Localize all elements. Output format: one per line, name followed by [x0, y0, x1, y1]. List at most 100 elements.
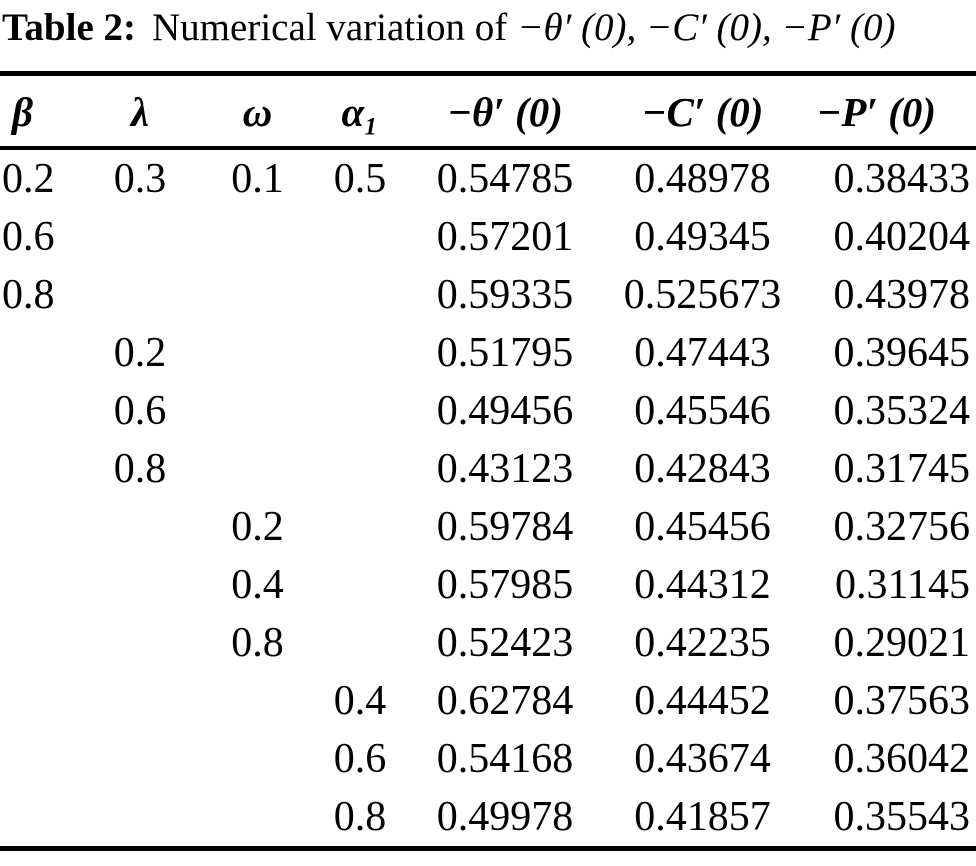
table-caption: Table 2: Numerical variation of −θ′ (0), −… — [0, 0, 976, 51]
cell-c-prime: 0.42235 — [634, 619, 771, 666]
cell-p-prime: 0.29021 — [833, 619, 971, 666]
cell-lambda — [70, 556, 210, 614]
cell-beta — [0, 498, 70, 556]
cell-lambda: 0.2 — [113, 329, 167, 376]
cell-omega — [210, 730, 305, 788]
cell-p-prime: 0.32756 — [833, 503, 971, 550]
col-header-c-prime: −C′ (0) — [595, 73, 810, 150]
table-row: 0.8 0.43123 0.42843 0.31745 — [0, 440, 976, 498]
cell-theta-prime: 0.49456 — [436, 387, 574, 434]
cell-theta-prime: 0.59784 — [436, 503, 574, 550]
cell-beta — [0, 440, 70, 498]
cell-omega — [210, 672, 305, 730]
cell-c-prime: 0.44312 — [634, 561, 771, 608]
table-row: 0.2 0.51795 0.47443 0.39645 — [0, 324, 976, 382]
cell-omega: 0.8 — [231, 619, 284, 666]
cell-omega — [210, 208, 305, 266]
cell-alpha1: 0.6 — [333, 735, 387, 782]
cell-beta — [0, 324, 70, 382]
table-row: 0.2 0.3 0.1 0.5 0.54785 0.48978 0.38433 — [0, 148, 976, 208]
cell-theta-prime: 0.43123 — [436, 445, 574, 492]
cell-lambda: 0.8 — [113, 445, 167, 492]
cell-c-prime: 0.43674 — [634, 735, 771, 782]
cell-c-prime: 0.42843 — [634, 445, 771, 492]
table-row: 0.2 0.59784 0.45456 0.32756 — [0, 498, 976, 556]
cell-omega: 0.1 — [231, 155, 284, 202]
cell-theta-prime: 0.62784 — [436, 677, 574, 724]
cell-lambda: 0.3 — [113, 155, 167, 202]
cell-c-prime: 0.525673 — [623, 271, 782, 318]
table-row: 0.4 0.62784 0.44452 0.37563 — [0, 672, 976, 730]
table-row: 0.6 0.54168 0.43674 0.36042 — [0, 730, 976, 788]
cell-beta: 0.2 — [2, 155, 55, 202]
table-caption-text: Numerical variation of — [152, 6, 508, 49]
cell-theta-prime: 0.57985 — [436, 561, 574, 608]
cell-p-prime: 0.37563 — [833, 677, 971, 724]
col-header-omega: ω — [210, 73, 305, 150]
col-header-alpha1: α₁ — [305, 73, 415, 150]
cell-beta — [0, 730, 70, 788]
results-table: β λ ω α₁ −θ′ (0) −C′ (0) −P′ (0) 0.2 0.3… — [0, 70, 976, 851]
table-caption-label: Table 2: — [2, 6, 137, 49]
cell-c-prime: 0.48978 — [634, 155, 771, 202]
cell-omega — [210, 788, 305, 849]
cell-beta — [0, 556, 70, 614]
cell-c-prime: 0.45456 — [634, 503, 771, 550]
cell-p-prime: 0.36042 — [833, 735, 971, 782]
cell-theta-prime: 0.49978 — [436, 793, 574, 840]
cell-p-prime: 0.39645 — [833, 329, 971, 376]
header-row: β λ ω α₁ −θ′ (0) −C′ (0) −P′ (0) — [0, 73, 976, 150]
table-row: 0.6 0.57201 0.49345 0.40204 — [0, 208, 976, 266]
table-caption-math: −θ′ (0), −C′ (0), −P′ (0) — [517, 6, 896, 49]
cell-c-prime: 0.49345 — [634, 213, 771, 260]
col-header-theta-prime: −θ′ (0) — [415, 73, 595, 150]
cell-p-prime: 0.43978 — [833, 271, 971, 318]
table-row: 0.8 0.49978 0.41857 0.35543 — [0, 788, 976, 849]
cell-lambda: 0.6 — [113, 387, 167, 434]
table-row: 0.6 0.49456 0.45546 0.35324 — [0, 382, 976, 440]
cell-alpha1: 0.4 — [333, 677, 387, 724]
cell-alpha1 — [305, 556, 415, 614]
col-header-beta: β — [0, 73, 70, 150]
cell-theta-prime: 0.57201 — [436, 213, 574, 260]
cell-alpha1 — [305, 614, 415, 672]
cell-alpha1 — [305, 498, 415, 556]
cell-lambda — [70, 672, 210, 730]
cell-alpha1 — [305, 440, 415, 498]
table-row: 0.4 0.57985 0.44312 0.31145 — [0, 556, 976, 614]
cell-theta-prime: 0.51795 — [436, 329, 574, 376]
cell-p-prime: 0.31745 — [833, 445, 971, 492]
cell-beta — [0, 788, 70, 849]
cell-theta-prime: 0.52423 — [436, 619, 574, 666]
cell-p-prime: 0.40204 — [833, 213, 971, 260]
cell-beta — [0, 382, 70, 440]
table-row: 0.8 0.52423 0.42235 0.29021 — [0, 614, 976, 672]
cell-beta — [0, 614, 70, 672]
cell-omega — [210, 324, 305, 382]
cell-lambda — [70, 498, 210, 556]
cell-p-prime: 0.35543 — [833, 793, 971, 840]
cell-beta: 0.8 — [2, 271, 55, 318]
cell-theta-prime: 0.59335 — [436, 271, 574, 318]
cell-p-prime: 0.35324 — [833, 387, 971, 434]
cell-p-prime: 0.31145 — [835, 561, 970, 608]
cell-lambda — [70, 208, 210, 266]
cell-theta-prime: 0.54785 — [436, 155, 574, 202]
cell-alpha1 — [305, 382, 415, 440]
cell-c-prime: 0.47443 — [634, 329, 771, 376]
cell-omega — [210, 382, 305, 440]
cell-lambda — [70, 730, 210, 788]
cell-alpha1 — [305, 208, 415, 266]
cell-alpha1: 0.8 — [333, 793, 387, 840]
cell-alpha1: 0.5 — [333, 155, 387, 202]
cell-c-prime: 0.45546 — [634, 387, 771, 434]
cell-lambda — [70, 266, 210, 324]
table-row: 0.8 0.59335 0.525673 0.43978 — [0, 266, 976, 324]
cell-p-prime: 0.38433 — [833, 155, 971, 202]
cell-beta: 0.6 — [2, 213, 55, 260]
col-header-lambda: λ — [70, 73, 210, 150]
col-header-p-prime: −P′ (0) — [810, 73, 976, 150]
cell-lambda — [70, 788, 210, 849]
cell-beta — [0, 672, 70, 730]
